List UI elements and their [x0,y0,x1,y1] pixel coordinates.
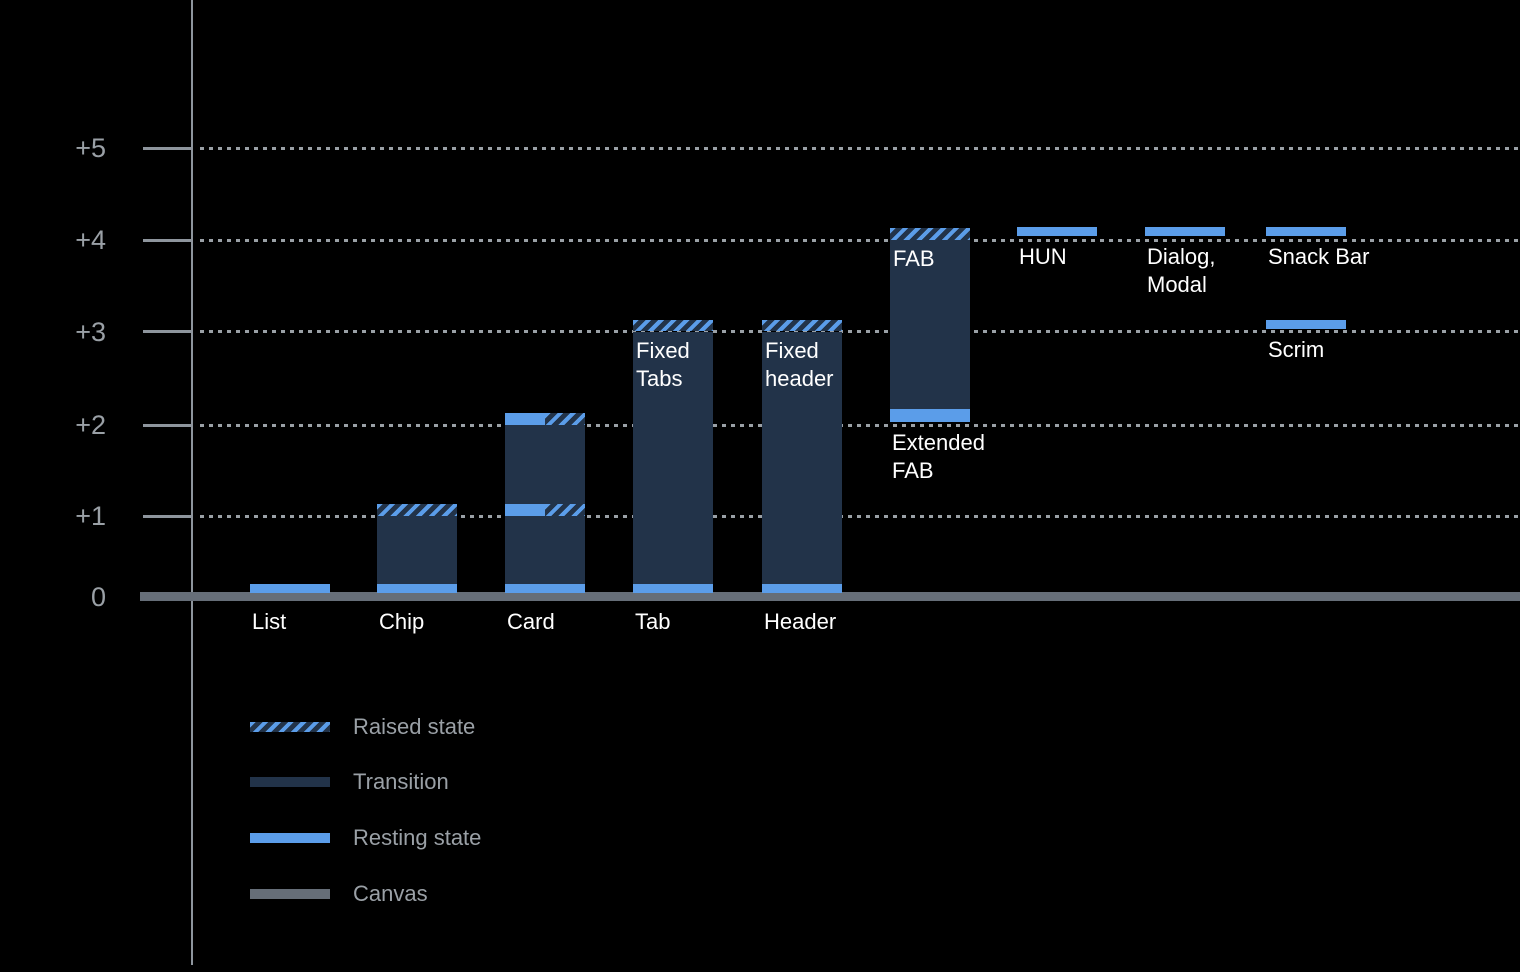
bar-segment-transition-card [505,516,585,585]
legend-swatch-transition [250,777,330,787]
bar-segment-resting-chip [377,584,457,593]
y-tick [143,330,193,333]
legend-swatch-canvas [250,889,330,899]
bar-below-label-dialog-modal: Dialog, Modal [1147,244,1216,298]
bar-segment-resting-list [250,584,330,593]
legend-swatch-resting [250,833,330,843]
legend-label-resting: Resting state [353,825,482,850]
bar-axis-label-header: Header [764,609,837,634]
bar-segment-transition-tab [633,331,713,585]
y-gridline [200,146,1520,150]
bar-segment-resting-extended-fab [890,409,970,423]
y-gridline [200,423,1520,427]
y-gridline [200,514,1520,518]
bar-segment-split-raised-card [545,504,585,516]
bar-segment-split-resting-card [505,504,545,516]
bar-segment-split-card [505,412,585,425]
bar-axis-label-chip: Chip [379,609,425,634]
y-axis-label: +1 [75,501,106,531]
y-axis-label: +5 [75,133,106,163]
bar-axis-label-list: List [252,609,287,634]
bar-segment-raised-tab [633,319,713,332]
bar-segment-transition-chip [377,516,457,585]
bar-segment-resting-header [762,584,842,593]
legend-label-transition: Transition [353,769,449,794]
bar-axis-label-card: Card [507,609,555,634]
bar-segment-split-raised-card [545,412,585,425]
y-axis-label: 0 [90,582,106,612]
bar-inner-label-tab: Fixed Tabs [636,337,690,391]
bar-segment-resting-snack-bar [1266,227,1346,237]
y-axis-label: +3 [75,316,106,347]
y-axis-label: +2 [75,410,106,440]
y-axis-label: +4 [75,225,106,255]
y-gridline [200,330,1520,333]
y-tick [143,238,193,242]
bar-inner-label-extended-fab: FAB [893,246,935,271]
bar-segment-resting-tab [633,584,713,593]
bar-segment-split-card [505,504,585,516]
y-tick [143,514,193,518]
bar-below-label-snack-bar: Snack Bar [1268,244,1370,270]
bar-below-label-scrim: Scrim [1268,336,1325,362]
bar-segment-transition-extended-fab [890,240,970,410]
bar-segment-raised-header [762,319,842,332]
y-axis-line [191,0,193,965]
bar-segment-split-resting-card [505,412,545,425]
bar-segment-transition-card [505,425,585,505]
legend-swatch-raised [250,722,330,732]
bar-segment-resting-scrim [1266,319,1346,329]
legend-label-raised: Raised state [353,714,476,739]
bar-below-label-hun: HUN [1019,244,1067,270]
canvas-baseline [140,592,1520,601]
bar-below-label-extended-fab: Extended FAB [892,430,985,484]
bar-segment-raised-extended-fab [890,228,970,240]
bar-segment-raised-chip [377,504,457,516]
y-tick [143,423,193,427]
y-tick [143,146,193,150]
bar-segment-transition-header [762,331,842,585]
bar-segment-resting-hun [1017,227,1097,237]
bar-axis-label-tab: Tab [635,609,671,634]
y-gridline [200,238,1520,242]
bar-inner-label-header: Fixed header [765,337,834,391]
bar-segment-resting-dialog-modal [1145,227,1225,237]
bar-segment-resting-card [505,584,585,593]
legend-label-canvas: Canvas [353,881,428,906]
